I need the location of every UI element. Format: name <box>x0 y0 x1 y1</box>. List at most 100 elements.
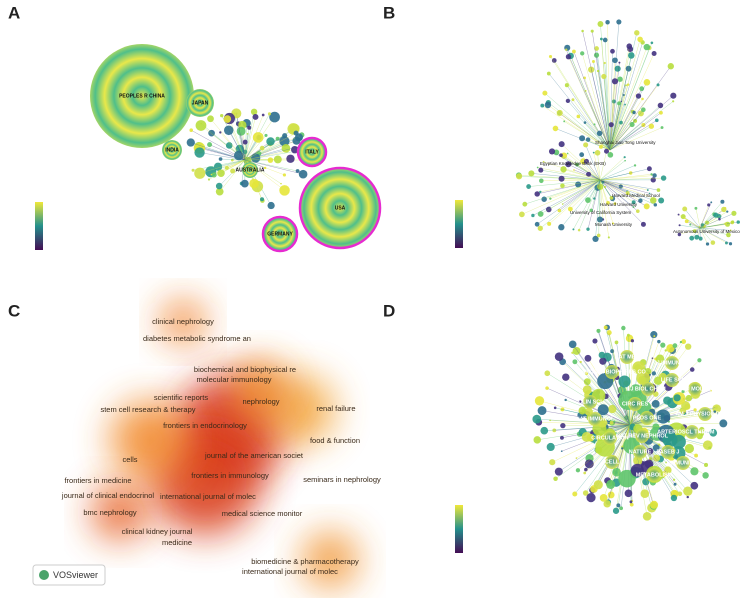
node <box>702 472 709 479</box>
color-bar <box>455 505 463 553</box>
edge <box>582 161 601 181</box>
node <box>578 406 587 415</box>
node <box>548 148 556 155</box>
node <box>651 50 657 56</box>
node <box>537 406 547 416</box>
node <box>677 213 680 216</box>
node <box>279 185 290 196</box>
edge <box>570 179 601 210</box>
journal-label: seminars in nephrology <box>303 475 381 484</box>
edge <box>686 221 701 229</box>
node <box>293 130 299 136</box>
node <box>629 500 633 504</box>
node <box>653 391 659 397</box>
node <box>604 148 610 154</box>
node <box>603 61 606 65</box>
edge <box>582 53 611 151</box>
density-blob <box>110 400 190 480</box>
node <box>606 479 616 489</box>
node <box>624 84 627 87</box>
node <box>560 435 564 440</box>
node <box>553 476 558 481</box>
node <box>726 210 729 213</box>
journal-node <box>640 411 654 425</box>
edge <box>562 179 601 186</box>
edge <box>699 227 729 236</box>
node <box>540 103 545 108</box>
edge <box>532 179 601 216</box>
node <box>567 206 573 212</box>
node <box>252 132 264 143</box>
node <box>572 491 578 497</box>
journal-label: INT J MOL SCI <box>676 386 714 392</box>
node <box>650 197 657 204</box>
node <box>582 490 589 496</box>
node <box>621 325 626 331</box>
node <box>218 157 223 161</box>
node <box>267 157 274 163</box>
edge <box>699 202 712 229</box>
node <box>536 166 539 169</box>
node <box>594 46 599 51</box>
edge <box>599 174 652 181</box>
node <box>583 378 591 386</box>
journal-label: CELL <box>605 459 620 465</box>
edge <box>226 159 246 169</box>
journal-label: clinical kidney journal <box>122 527 193 536</box>
journal-label: AM J PHYSIOL-RENAL <box>675 411 735 417</box>
node <box>538 167 544 173</box>
edge <box>699 227 731 244</box>
edge <box>599 177 664 181</box>
journal-label: BIOCHEM BIOPH RES CO <box>578 369 646 375</box>
node <box>649 500 659 509</box>
edge <box>609 103 620 151</box>
node <box>626 43 633 50</box>
edge <box>587 179 601 201</box>
node <box>634 30 640 36</box>
node <box>679 340 683 344</box>
node <box>618 469 636 488</box>
node <box>528 170 535 177</box>
node <box>638 198 643 203</box>
edge <box>601 354 631 426</box>
node <box>280 182 282 185</box>
node <box>614 65 621 72</box>
node <box>593 52 600 58</box>
node <box>650 41 654 45</box>
node <box>208 129 215 137</box>
edge <box>609 95 674 151</box>
journal-label: frontiers in medicine <box>64 476 131 485</box>
node <box>611 222 615 225</box>
journal-label: frontiers in endocrinology <box>163 421 247 430</box>
edge <box>629 424 645 494</box>
edge <box>244 149 295 161</box>
node <box>649 374 651 376</box>
node <box>692 229 697 233</box>
node <box>633 164 637 167</box>
node <box>682 206 688 212</box>
node <box>619 506 624 511</box>
node <box>240 179 249 188</box>
node <box>585 137 591 142</box>
node <box>560 422 566 429</box>
node <box>215 187 224 196</box>
node <box>223 115 232 123</box>
edge <box>609 62 620 151</box>
node <box>252 113 259 120</box>
node <box>672 478 676 481</box>
edge <box>547 104 611 151</box>
edge <box>528 179 601 187</box>
edge <box>567 153 601 181</box>
node <box>261 113 265 117</box>
node <box>640 221 646 227</box>
panel-letter: B <box>383 3 395 22</box>
node <box>584 459 594 469</box>
node <box>537 211 544 217</box>
node <box>629 122 635 128</box>
edge <box>609 81 616 151</box>
node <box>618 61 621 64</box>
edge <box>537 167 601 181</box>
edge <box>565 399 631 426</box>
node <box>546 71 551 76</box>
node <box>684 443 695 454</box>
